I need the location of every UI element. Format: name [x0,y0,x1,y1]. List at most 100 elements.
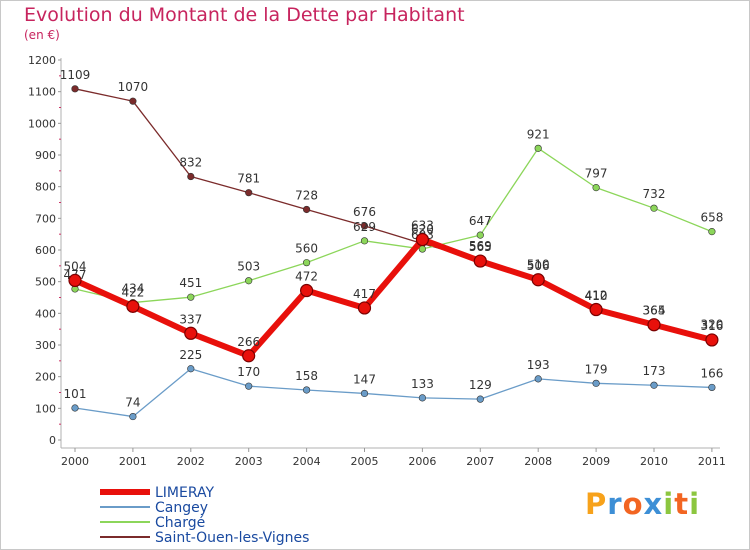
data-point-limeray [184,326,198,340]
data-label-cangey: 193 [527,358,550,372]
data-label-saint-ouen-les-vignes: 569 [469,239,492,253]
y-tick-label: 100 [35,402,56,415]
data-label-charg-: 451 [179,276,202,290]
data-point-cangey [129,412,137,421]
data-label-charg-: 560 [295,242,318,256]
legend-label-cangey: Cangey [155,500,208,516]
data-point-saint-ouen-les-vignes [303,205,311,214]
y-tick-label: 400 [35,307,56,320]
y-tick-label: 800 [35,181,56,194]
x-tick-label: 2001 [119,455,147,468]
data-label-limeray: 316 [700,319,723,333]
x-tick-label: 2011 [698,455,726,468]
data-label-saint-ouen-les-vignes: 781 [237,172,260,186]
data-point-saint-ouen-les-vignes [71,85,79,93]
data-point-cangey [476,395,484,403]
y-tick-label: 1100 [28,86,56,99]
data-label-saint-ouen-les-vignes: 832 [179,156,202,170]
legend-label-charg-: Chargé [155,515,205,531]
data-point-cangey [650,381,658,389]
data-label-charg-: 921 [527,127,550,141]
y-tick-label: 1000 [28,117,56,130]
data-point-cangey [71,404,79,412]
x-tick-label: 2004 [293,455,321,468]
data-label-cangey: 173 [643,364,666,378]
data-point-charg- [708,228,716,236]
data-label-saint-ouen-les-vignes: 676 [353,205,376,219]
data-label-charg-: 658 [700,211,723,225]
data-point-cangey [360,389,369,398]
data-point-limeray [647,318,661,332]
data-label-limeray: 364 [643,304,666,318]
data-label-cangey: 74 [125,396,140,410]
data-point-limeray [473,254,487,268]
data-label-limeray: 412 [585,289,608,303]
series-line-cangey [74,368,712,418]
data-label-cangey: 101 [64,387,87,401]
data-label-saint-ouen-les-vignes: 320 [700,318,723,332]
data-label-cangey: 133 [411,377,434,391]
data-label-limeray: 422 [121,285,144,299]
y-tick-label: 700 [35,212,56,225]
data-point-limeray [531,273,545,287]
x-tick-label: 2009 [582,455,610,468]
data-point-charg- [303,259,311,267]
data-label-charg-: 647 [469,214,492,228]
data-point-cangey [592,379,600,387]
data-label-charg-: 629 [353,220,376,234]
data-point-saint-ouen-les-vignes [360,222,369,230]
data-label-cangey: 179 [585,362,608,376]
data-label-limeray: 417 [353,287,376,301]
data-label-limeray: 633 [411,219,434,233]
data-point-charg- [187,293,195,301]
data-label-cangey: 170 [237,365,260,379]
y-tick-label: 1200 [28,54,56,67]
x-tick-label: 2010 [640,455,668,468]
data-point-charg- [534,144,542,152]
chart-subtitle: (en €) [24,28,60,42]
data-label-saint-ouen-les-vignes: 1109 [60,68,91,82]
data-label-saint-ouen-les-vignes: 410 [585,289,608,303]
series-line-limeray [73,236,713,359]
data-point-limeray [68,273,82,287]
data-label-charg-: 797 [585,167,608,181]
data-point-limeray [415,232,429,247]
data-label-limeray: 337 [179,312,202,326]
data-label-limeray: 565 [469,240,492,254]
proxiti-logo: Proxiti [585,487,701,521]
data-point-cangey [708,383,716,392]
data-label-cangey: 129 [469,378,492,392]
x-tick-label: 2007 [466,455,494,468]
data-point-saint-ouen-les-vignes [129,97,137,105]
data-label-charg-: 732 [643,187,666,201]
data-label-limeray: 504 [64,259,87,273]
x-tick-label: 2003 [235,455,263,468]
y-tick-label: 900 [35,149,56,162]
x-tick-label: 2008 [524,455,552,468]
data-label-charg-: 503 [237,260,260,274]
data-point-charg- [245,277,253,285]
x-tick-label: 2006 [408,455,436,468]
x-tick-label: 2000 [61,455,89,468]
data-point-saint-ouen-les-vignes [187,172,195,181]
data-label-limeray: 266 [237,335,260,349]
data-label-limeray: 472 [295,270,318,284]
data-label-limeray: 506 [527,259,550,273]
y-tick-label: 200 [35,371,56,384]
data-label-saint-ouen-les-vignes: 728 [295,188,318,202]
data-label-saint-ouen-les-vignes: 620 [411,223,434,237]
data-label-charg-: 434 [121,282,144,296]
data-point-limeray [126,299,140,313]
x-tick-label: 2005 [351,455,379,468]
data-point-cangey [187,365,195,373]
legend-label-saint-ouen-les-vignes: Saint-Ouen-les-Vignes [155,530,309,546]
data-point-charg- [650,204,658,212]
series-line-saint-ouen-les-vignes [74,88,713,340]
data-point-cangey [245,382,253,390]
data-label-saint-ouen-les-vignes: 510 [527,258,550,272]
legend-label-limeray: LIMERAY [155,485,215,501]
series-line-charg- [74,147,713,304]
y-tick-label: 0 [49,434,56,447]
